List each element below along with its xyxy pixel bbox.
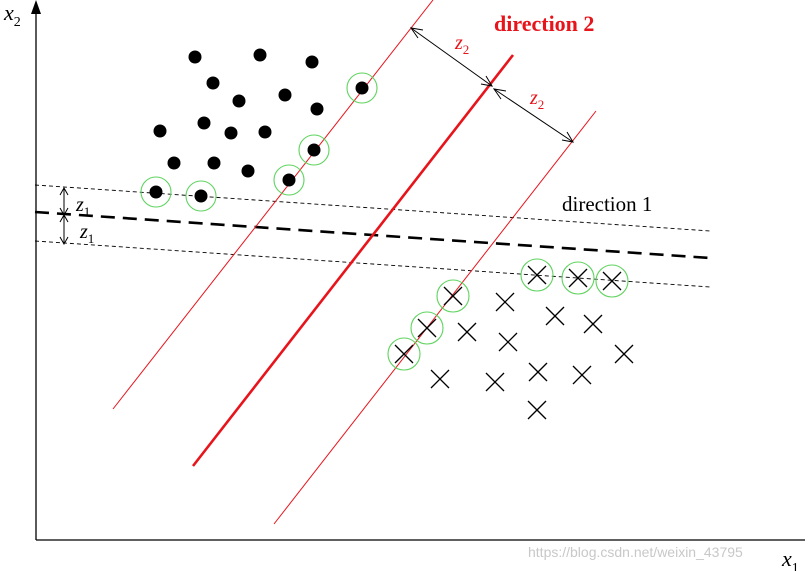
y-axis-label: x2 <box>3 0 21 30</box>
x-axis-label: x1 <box>781 546 799 571</box>
dot-point <box>149 185 163 199</box>
dot-class <box>149 48 369 203</box>
direction2-label: direction 2 <box>494 11 594 36</box>
cross-point <box>614 344 634 364</box>
watermark: https://blog.csdn.net/weixin_43795 <box>528 544 743 560</box>
z2-label-upper: z2 <box>454 32 469 57</box>
cross-point <box>485 372 505 392</box>
dot-point <box>310 102 324 116</box>
direction2-lines <box>112 0 597 525</box>
z1-label-lower: z1 <box>79 221 94 246</box>
support-vector-ring <box>520 258 554 292</box>
z2-arrows <box>409 27 574 143</box>
cross-point <box>527 265 547 285</box>
cross-point <box>602 271 622 291</box>
cross-point <box>528 362 548 382</box>
dot-point <box>188 50 202 64</box>
cross-point <box>572 365 592 385</box>
cross-point <box>457 322 477 342</box>
dot-point <box>282 173 296 187</box>
cross-point <box>527 400 547 420</box>
cross-point <box>417 318 437 338</box>
direction2-margin-right <box>273 110 597 525</box>
cross-point <box>583 314 603 334</box>
support-vector-ring <box>387 337 421 371</box>
dot-point <box>197 116 211 130</box>
z2-label-lower: z2 <box>529 87 544 112</box>
support-vector-ring <box>346 72 378 104</box>
dot-point <box>206 76 220 90</box>
dot-point <box>305 55 319 69</box>
cross-point <box>495 292 515 312</box>
cross-point <box>443 286 463 306</box>
support-vector-ring <box>140 176 172 208</box>
y-axis-arrow <box>31 0 41 14</box>
z1-arrows <box>59 186 69 246</box>
dot-point <box>307 143 321 157</box>
direction2-separator <box>191 54 515 467</box>
cross-class <box>394 265 634 420</box>
z1-label-upper: z1 <box>75 194 90 219</box>
dot-point <box>232 94 246 108</box>
cross-point <box>545 306 565 326</box>
direction2-margin-left <box>112 0 434 410</box>
direction1-margin-upper <box>34 184 711 232</box>
cross-point <box>568 268 588 288</box>
dot-point <box>253 48 267 62</box>
cross-point <box>498 332 518 352</box>
dot-point <box>355 81 369 95</box>
direction1-label: direction 1 <box>562 192 652 216</box>
cross-point <box>430 369 450 389</box>
support-vector-ring <box>561 261 595 295</box>
dot-point <box>207 156 221 170</box>
axes <box>31 0 805 541</box>
support-vector-ring <box>410 311 444 345</box>
dot-point <box>258 125 272 139</box>
cross-point <box>394 344 414 364</box>
support-vector-ring <box>298 134 330 166</box>
dot-point <box>224 126 238 140</box>
dot-point <box>153 124 167 138</box>
support-vector-highlights <box>140 72 629 371</box>
support-vector-ring <box>273 164 305 196</box>
dot-point <box>167 156 181 170</box>
direction1-margin-lower <box>34 240 711 288</box>
dot-point <box>241 164 255 178</box>
dot-point <box>194 189 208 203</box>
support-vector-ring <box>436 279 470 313</box>
support-vector-ring <box>595 264 629 298</box>
dot-point <box>278 88 292 102</box>
support-vector-ring <box>185 180 217 212</box>
